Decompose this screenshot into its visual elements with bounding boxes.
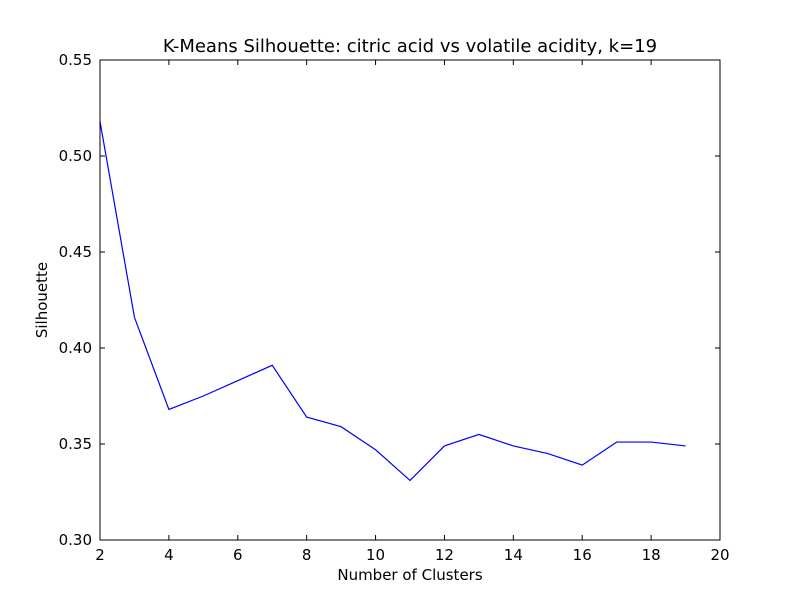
y-tick-label: 0.50 [59,147,92,165]
x-tick-label: 10 [366,546,385,564]
y-tick-label: 0.55 [59,51,92,69]
chart-title: K-Means Silhouette: citric acid vs volat… [163,36,657,57]
x-tick-label: 8 [302,546,312,564]
y-axis-label: Silhouette [33,262,51,338]
ticks-layer: 2 4 6 8 10 12 14 16 18 20 0.30 0.35 0.40 0.45 0.50 0.55 [59,51,730,564]
x-axis-label: Number of Clusters [337,566,482,584]
y-tick-label: 0.40 [59,339,92,357]
y-tick-label: 0.45 [59,243,92,261]
plot-frame [99,59,721,541]
series-layer [99,121,686,482]
x-tick-label: 4 [164,546,174,564]
y-tick-label: 0.30 [59,531,92,549]
x-tick-label: 14 [504,546,523,564]
x-tick-label: 18 [642,546,661,564]
x-tick-label: 2 [95,546,105,564]
series-line [99,121,686,482]
x-tick-label: 6 [233,546,243,564]
x-tick-label: 12 [435,546,454,564]
y-tick-label: 0.35 [59,435,92,453]
x-tick-label: 16 [573,546,592,564]
x-tick-label: 20 [710,546,729,564]
